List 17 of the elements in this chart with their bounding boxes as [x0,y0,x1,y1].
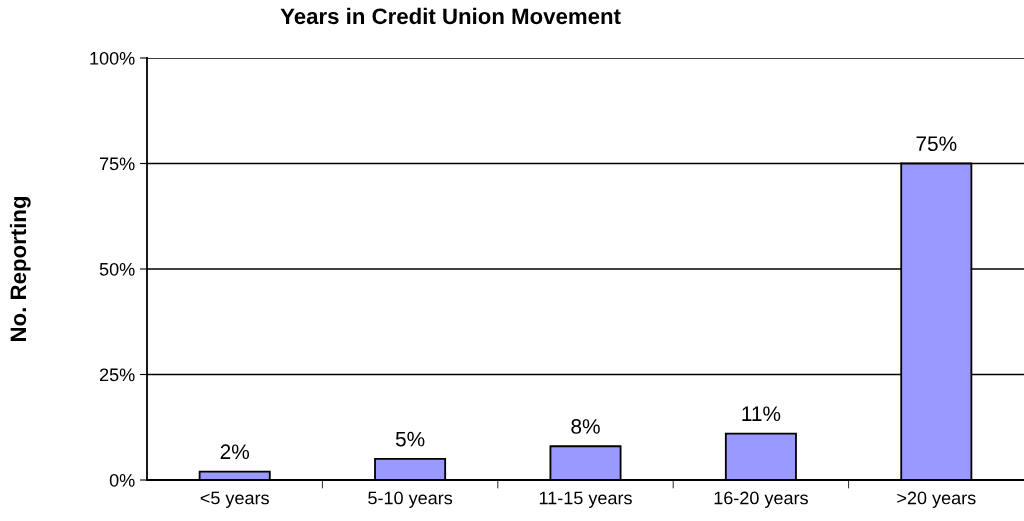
data-label: 5% [395,431,425,447]
data-label: 2% [220,444,250,460]
y-axis-title: No. Reporting [9,197,31,341]
y-tick-label: 100% [90,51,135,65]
y-tick-label: 0% [109,473,135,487]
y-tick-label: 25% [99,368,135,382]
data-label: 75% [916,136,957,152]
data-label: 8% [571,419,600,434]
x-tick-label: >20 years [897,491,976,508]
data-label: 11% [742,406,781,422]
x-tick-label: 16-20 years [714,491,808,508]
y-tick-label: 75% [99,157,135,171]
y-tick-label: 50% [99,262,135,276]
x-tick-label: 5-10 years [368,491,453,508]
x-tick-label: <5 years [200,491,269,508]
x-tick-label: 11-15 years [539,491,632,508]
chart-title: Years in Credit Union Movement [280,7,621,25]
